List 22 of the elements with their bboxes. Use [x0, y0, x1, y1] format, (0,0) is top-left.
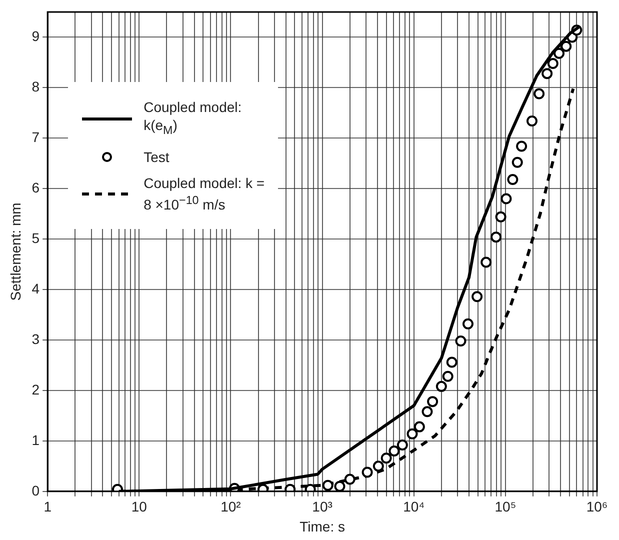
x-tick-label: 10⁵	[494, 498, 516, 515]
y-axis-title: Settlement: mm	[7, 202, 24, 301]
y-tick-label: 1	[32, 432, 40, 448]
y-tick-label: 6	[32, 179, 40, 196]
x-tick-label: 10⁴	[403, 498, 425, 515]
y-tick-label: 9	[32, 28, 40, 44]
x-tick-label: 10²	[220, 498, 242, 515]
legend-label: Coupled model: k(e$_{M}$)	[144, 98, 243, 139]
x-tick-label: 10⁶	[586, 498, 608, 515]
y-tick-label: 8	[32, 78, 40, 95]
legend-label: Coupled model: k = 8 ×10$^{−10}$ m/s	[144, 174, 266, 214]
y-tick-label: 2	[32, 381, 40, 398]
legend-label: Test	[144, 148, 170, 166]
x-tick-label: 1	[44, 498, 52, 515]
x-tick-label: 10³	[312, 498, 333, 515]
y-tick-label: 5	[32, 230, 40, 246]
x-axis-title: Time: s	[300, 518, 345, 534]
y-tick-label: 7	[32, 129, 40, 146]
y-tick-label: 4	[32, 280, 40, 296]
y-tick-label: 0	[32, 482, 40, 498]
y-tick-label: 3	[32, 330, 40, 347]
x-tick-label: 10	[131, 498, 148, 515]
